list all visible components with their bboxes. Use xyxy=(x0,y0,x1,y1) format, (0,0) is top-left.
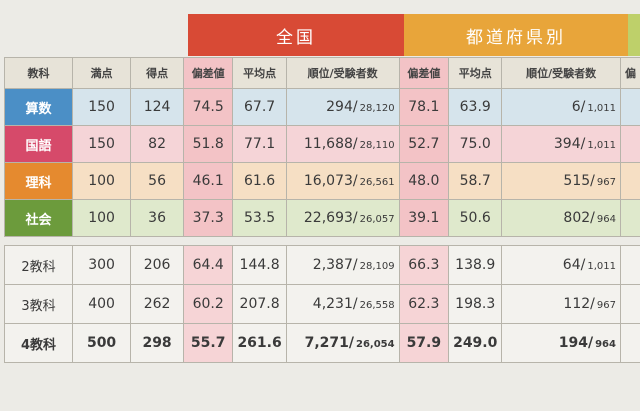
col-pref-rank: 順位/受験者数 xyxy=(501,57,621,89)
pref-deviation: 62.3 xyxy=(398,284,450,324)
national-rank: 11,688/28,110 xyxy=(285,125,400,163)
pref-rank: 394/1,011 xyxy=(501,125,621,163)
pref-rank: 194/964 xyxy=(501,323,621,363)
pref-average: 75.0 xyxy=(448,125,503,163)
table-row-4subjects: 4教科 500 298 55.7 261.6 7,271/26,054 57.9… xyxy=(4,323,640,363)
subject-label: 理科 xyxy=(4,162,73,200)
national-deviation: 55.7 xyxy=(182,323,234,363)
col-pref-deviation: 偏差値 xyxy=(398,57,450,89)
full-marks: 100 xyxy=(71,199,132,237)
pref-deviation: 52.7 xyxy=(398,125,450,163)
national-rank: 7,271/26,054 xyxy=(285,323,400,363)
col-cut: 偏 xyxy=(619,57,640,89)
subject-label: 国語 xyxy=(4,125,73,163)
national-header: 全国 xyxy=(188,14,404,56)
col-subject: 教科 xyxy=(4,57,73,89)
pref-average: 198.3 xyxy=(448,284,503,324)
table-row-japanese: 国語 150 82 51.8 77.1 11,688/28,110 52.7 7… xyxy=(4,125,640,163)
score: 206 xyxy=(130,245,184,285)
col-national-rank: 順位/受験者数 xyxy=(285,57,400,89)
next-group-header-edge xyxy=(628,14,640,56)
section-gap xyxy=(4,236,640,246)
col-full-marks: 満点 xyxy=(71,57,132,89)
national-deviation: 64.4 xyxy=(182,245,234,285)
national-average: 144.8 xyxy=(232,245,287,285)
table-row-math: 算数 150 124 74.5 67.7 294/28,120 78.1 63.… xyxy=(4,88,640,126)
subject-label: 算数 xyxy=(4,88,73,126)
total-label: 3教科 xyxy=(4,284,73,324)
col-national-deviation: 偏差値 xyxy=(182,57,234,89)
cut-cell xyxy=(619,199,640,237)
pref-deviation: 48.0 xyxy=(398,162,450,200)
national-deviation: 74.5 xyxy=(182,88,234,126)
col-national-average: 平均点 xyxy=(232,57,287,89)
subject-label: 社会 xyxy=(4,199,73,237)
pref-average: 249.0 xyxy=(448,323,503,363)
table-row-2subjects: 2教科 300 206 64.4 144.8 2,387/28,109 66.3… xyxy=(4,245,640,285)
table-row-social: 社会 100 36 37.3 53.5 22,693/26,057 39.1 5… xyxy=(4,199,640,237)
national-rank: 2,387/28,109 xyxy=(285,245,400,285)
score: 36 xyxy=(130,199,184,237)
national-deviation: 37.3 xyxy=(182,199,234,237)
score: 124 xyxy=(130,88,184,126)
pref-average: 58.7 xyxy=(448,162,503,200)
score: 56 xyxy=(130,162,184,200)
cut-cell xyxy=(619,323,640,363)
national-rank: 294/28,120 xyxy=(285,88,400,126)
pref-average: 138.9 xyxy=(448,245,503,285)
cut-cell xyxy=(619,125,640,163)
col-pref-average: 平均点 xyxy=(448,57,503,89)
national-deviation: 60.2 xyxy=(182,284,234,324)
national-rank: 16,073/26,561 xyxy=(285,162,400,200)
national-average: 77.1 xyxy=(232,125,287,163)
pref-deviation: 78.1 xyxy=(398,88,450,126)
prefecture-header: 都道府県別 xyxy=(404,14,628,56)
table-row-science: 理科 100 56 46.1 61.6 16,073/26,561 48.0 5… xyxy=(4,162,640,200)
full-marks: 100 xyxy=(71,162,132,200)
full-marks: 400 xyxy=(71,284,132,324)
total-label: 2教科 xyxy=(4,245,73,285)
national-average: 61.6 xyxy=(232,162,287,200)
full-marks: 150 xyxy=(71,88,132,126)
cut-cell xyxy=(619,88,640,126)
national-rank: 4,231/26,558 xyxy=(285,284,400,324)
score: 262 xyxy=(130,284,184,324)
score: 82 xyxy=(130,125,184,163)
gap-cell xyxy=(4,236,640,246)
cut-cell xyxy=(619,284,640,324)
results-table: 教科 満点 得点 偏差値 平均点 順位/受験者数 偏差値 平均点 順位/受験者数… xyxy=(4,57,640,363)
pref-rank: 64/1,011 xyxy=(501,245,621,285)
total-label: 4教科 xyxy=(4,323,73,363)
national-average: 67.7 xyxy=(232,88,287,126)
national-deviation: 46.1 xyxy=(182,162,234,200)
full-marks: 500 xyxy=(71,323,132,363)
national-average: 53.5 xyxy=(232,199,287,237)
cut-cell xyxy=(619,162,640,200)
national-rank: 22,693/26,057 xyxy=(285,199,400,237)
national-deviation: 51.8 xyxy=(182,125,234,163)
pref-average: 50.6 xyxy=(448,199,503,237)
national-average: 207.8 xyxy=(232,284,287,324)
pref-rank: 112/967 xyxy=(501,284,621,324)
pref-rank: 515/967 xyxy=(501,162,621,200)
pref-deviation: 57.9 xyxy=(398,323,450,363)
pref-deviation: 39.1 xyxy=(398,199,450,237)
column-header-row: 教科 満点 得点 偏差値 平均点 順位/受験者数 偏差値 平均点 順位/受験者数… xyxy=(4,57,640,89)
cut-cell xyxy=(619,245,640,285)
table-row-3subjects: 3教科 400 262 60.2 207.8 4,231/26,558 62.3… xyxy=(4,284,640,324)
pref-rank: 6/1,011 xyxy=(501,88,621,126)
full-marks: 300 xyxy=(71,245,132,285)
full-marks: 150 xyxy=(71,125,132,163)
pref-rank: 802/964 xyxy=(501,199,621,237)
national-average: 261.6 xyxy=(232,323,287,363)
pref-average: 63.9 xyxy=(448,88,503,126)
col-score: 得点 xyxy=(130,57,184,89)
score: 298 xyxy=(130,323,184,363)
pref-deviation: 66.3 xyxy=(398,245,450,285)
